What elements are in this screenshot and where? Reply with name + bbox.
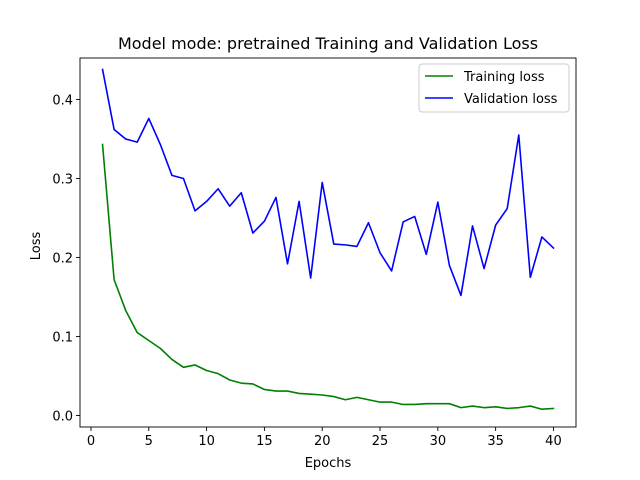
legend-box	[418, 63, 570, 113]
chart-title: Model mode: pretrained Training and Vali…	[118, 34, 538, 53]
x-tick-label: 0	[87, 434, 95, 449]
y-tick-label: 0.4	[52, 93, 73, 108]
y-tick-label: 0.2	[52, 252, 73, 267]
plot-area-frame	[79, 57, 577, 428]
legend: Training loss Validation loss	[418, 63, 570, 113]
x-axis-ticks: 0 5 10 15 20 25 30 35 40	[87, 427, 562, 449]
x-tick-label: 5	[145, 434, 153, 449]
x-tick-label: 40	[545, 434, 562, 449]
plot-series	[101, 68, 555, 411]
x-tick-label: 35	[487, 434, 504, 449]
x-tick-label: 10	[198, 434, 215, 449]
y-tick-label: 0.3	[52, 172, 73, 187]
legend-label-1: Validation loss	[464, 92, 558, 107]
x-tick-label: 15	[256, 434, 273, 449]
x-tick-label: 20	[314, 434, 331, 449]
legend-label-0: Training loss	[463, 70, 545, 85]
x-axis-title: Epochs	[305, 456, 352, 471]
y-axis-ticks: 0.0 0.1 0.2 0.3 0.4	[52, 93, 80, 425]
series-line-0	[101, 143, 555, 411]
y-axis-title: Loss	[29, 232, 44, 261]
x-tick-label: 30	[430, 434, 447, 449]
y-tick-label: 0.0	[52, 410, 73, 425]
axes-frame	[79, 57, 577, 428]
y-tick-label: 0.1	[52, 331, 73, 346]
series-line-1	[101, 68, 555, 297]
x-tick-label: 25	[372, 434, 389, 449]
